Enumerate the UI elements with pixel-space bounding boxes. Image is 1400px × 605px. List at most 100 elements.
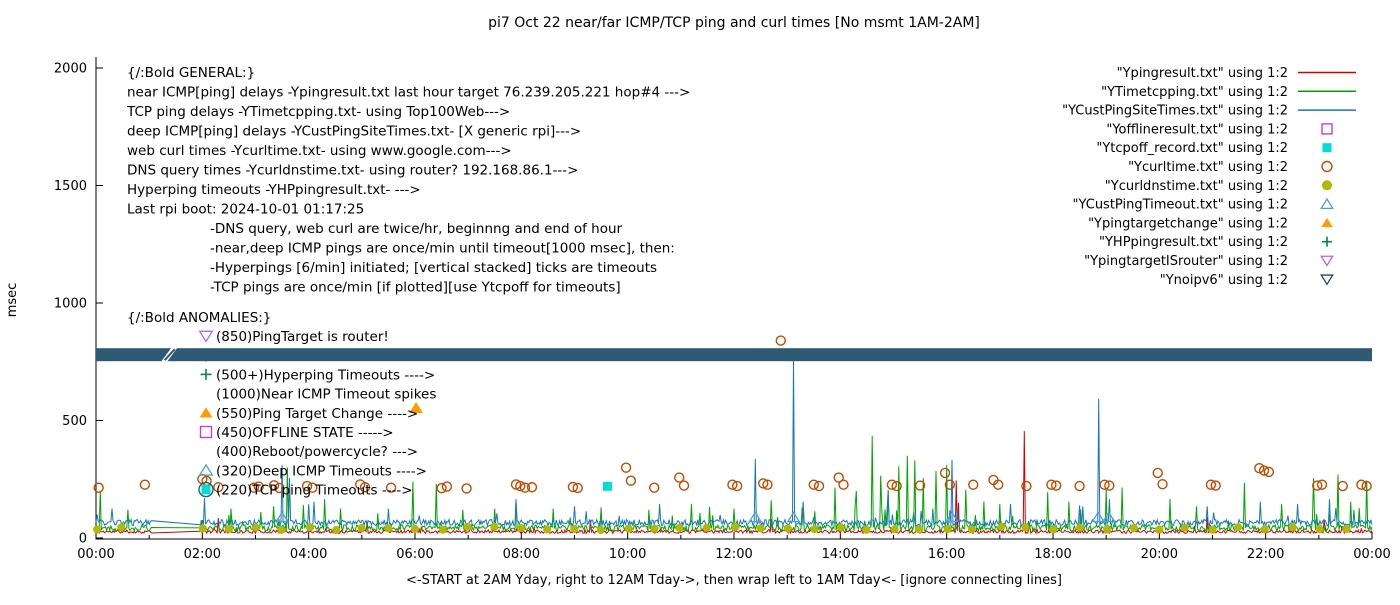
point-Ycurldnstimetxt	[915, 525, 924, 534]
point-Ycurltimetxt	[268, 480, 280, 491]
point-Ycurltimetxt	[758, 478, 769, 489]
legend-label: "Ytcpoff_record.txt" using 1:2	[1096, 141, 1288, 156]
point-Ycurltimetxt	[1074, 480, 1085, 492]
point-Ycurltimetxt	[939, 467, 951, 479]
point-YCustPingTimeouttxt	[275, 511, 290, 523]
plot-layer: 0 500 1000 1500 2000 00:00 02:00 04:00 06:00 08:0…	[54, 57, 1391, 562]
point-Ycurltimetxt	[944, 479, 956, 490]
point-Ycurldnstimetxt	[1260, 525, 1269, 534]
anomaly-label: (400)Reboot/powercycle? --->	[216, 444, 418, 460]
point-Ycurldnstimetxt	[463, 522, 472, 531]
point-YCustPingTimeouttxt	[748, 511, 763, 523]
x-tick-label: 02:00	[184, 547, 221, 562]
legend-marker-sample	[1321, 123, 1333, 135]
point-Ycurldnstimetxt	[783, 524, 792, 533]
point-Ycurltimetxt	[248, 482, 260, 493]
point-Ycurldnstimetxt	[756, 524, 765, 533]
point-Ycurldnstimetxt	[890, 525, 899, 534]
point-Ycurltimetxt	[1104, 480, 1115, 491]
point-Ycurldnstimetxt	[624, 524, 633, 533]
general-note-line: -near,deep ICMP pings are once/min until…	[210, 241, 675, 257]
y-tick-label: 1500	[54, 179, 87, 194]
general-note-line: near ICMP[ping] delays -Ypingresult.txt …	[127, 85, 690, 101]
point-Ycurldnstimetxt	[1103, 525, 1112, 534]
point-Ycurltimetxt	[301, 480, 313, 492]
point-Ycurltimetxt	[678, 480, 690, 491]
x-axis-label: <-START at 2AM Yday, right to 12AM Tday-…	[406, 573, 1062, 588]
point-Ycurltimetxt	[1021, 480, 1032, 492]
x-tick-label: 08:00	[503, 547, 540, 562]
point-Ycurldnstimetxt	[1288, 523, 1297, 532]
point-Ycurltimetxt	[993, 479, 1004, 490]
point-Ycurltimetxt	[891, 480, 902, 492]
point-Ycurldnstimetxt	[967, 525, 976, 534]
general-note-line: Hyperping timeouts -YHPpingresult.txt- -…	[127, 182, 421, 198]
point-Ycurltimetxt	[1046, 479, 1057, 490]
legend-marker-sample	[1320, 197, 1334, 210]
point-Ycurldnstimetxt	[543, 525, 552, 534]
point-Ycurltimetxt	[1050, 480, 1062, 491]
general-note-line: web curl times -Ycurltime.txt- using www…	[127, 143, 512, 159]
y-tick-label: 2000	[54, 62, 87, 77]
legend-marker-sample	[1320, 255, 1334, 267]
point-Ycurldnstimetxt	[570, 524, 579, 533]
legend-label: "YTimetcpping.txt" using 1:2	[1101, 85, 1288, 100]
point-Ycurldnstimetxt	[1049, 525, 1058, 534]
point-Ycurltimetxt	[727, 479, 738, 490]
point-Ycurldnstimetxt	[410, 524, 419, 533]
point-Ycurltimetxt	[461, 483, 472, 494]
point-YCustPingTimeouttxt	[786, 511, 801, 523]
point-Ytcpoffrecordtxt	[602, 481, 612, 491]
legend-label: "Ypingresult.txt" using 1:2	[1117, 66, 1288, 81]
point-Ycurldnstimetxt	[224, 524, 233, 533]
point-Ycurltimetxt	[1263, 466, 1275, 478]
band-gap-slash	[163, 348, 176, 361]
y-tick-label: 500	[62, 414, 87, 429]
point-Ycurltimetxt	[838, 479, 849, 490]
legend-marker-sample	[1321, 217, 1333, 228]
point-Ycurltimetxt	[441, 481, 453, 492]
anomaly-icon-triangle	[199, 407, 213, 418]
anomaly-icon-triangle	[198, 463, 214, 476]
point-Ycurldnstimetxt	[1180, 523, 1189, 532]
general-note-line: TCP ping delays -YTimetcpping.txt- using…	[126, 104, 510, 120]
legend-label: "Yofflineresult.txt" using 1:2	[1106, 122, 1288, 137]
point-Ycurltimetxt	[1210, 480, 1221, 491]
general-note-line: -TCP pings are once/min [if plotted][use…	[210, 280, 621, 296]
anomaly-label: (220)TCP ping Timeouts ---->	[216, 483, 413, 499]
x-tick-label: 14:00	[822, 547, 859, 562]
point-Ycurldnstimetxt	[93, 525, 102, 534]
y-axis-label: msec	[5, 283, 20, 318]
point-Ycurldnstimetxt	[117, 523, 126, 532]
point-YCustPingTimeouttxt	[1101, 511, 1116, 523]
general-note-line: -DNS query, web curl are twice/hr, begin…	[210, 221, 623, 237]
point-Ycurltimetxt	[762, 479, 773, 490]
point-Ycurltimetxt	[886, 479, 898, 490]
anomaly-label: (1000)Near ICMP Timeout spikes	[216, 387, 436, 403]
point-Ycurltimetxt	[968, 479, 979, 490]
point-Ycurltimetxt	[1312, 480, 1323, 491]
point-Ycurldnstimetxt	[1208, 525, 1217, 534]
point-Ycurldnstimetxt	[1021, 523, 1030, 532]
point-Ycurldnstimetxt	[357, 523, 366, 532]
point-Ycurltimetxt	[567, 481, 579, 493]
legend-label: "YpingtargetISrouter" using 1:2	[1084, 254, 1288, 269]
general-note-line: -Hyperpings [6/min] initiated; [vertical…	[210, 260, 657, 276]
point-Ycurltimetxt	[526, 482, 538, 493]
point-Ycurldnstimetxt	[517, 524, 526, 533]
general-note-line: DNS query times -Ycurldnstime.txt- using…	[127, 163, 578, 179]
point-Ycurltimetxt	[139, 479, 151, 490]
point-Ycurldnstimetxt	[277, 525, 286, 534]
x-tick-label: 04:00	[290, 547, 327, 562]
point-Ycurltimetxt	[253, 481, 264, 492]
anomaly-label: (450)OFFLINE STATE ----->	[216, 425, 394, 441]
anomaly-icon-nabla	[198, 330, 214, 343]
point-Ycurltimetxt	[436, 482, 447, 494]
point-Ycurltimetxt	[649, 482, 660, 493]
point-Ycurltimetxt	[1157, 478, 1168, 490]
point-Ycurltimetxt	[1099, 479, 1110, 490]
point-Ycurldnstimetxt	[862, 525, 871, 534]
x-tick-label: 18:00	[1034, 547, 1071, 562]
no-msmt-band	[96, 348, 1372, 362]
point-Ycurldnstimetxt	[1234, 523, 1243, 532]
